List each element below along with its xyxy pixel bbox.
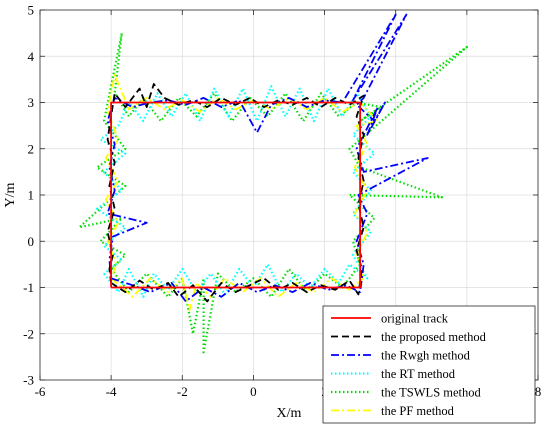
- x-axis-label: X/m: [277, 406, 302, 421]
- y-tick-label: 1: [28, 188, 35, 203]
- legend-label: the RT method: [381, 367, 456, 381]
- y-tick-label: 3: [28, 95, 35, 110]
- x-tick-label: -6: [35, 384, 46, 399]
- series-the-proposed-method: [106, 83, 365, 303]
- legend-box: [322, 305, 536, 424]
- legend-label: the Rwgh method: [381, 349, 471, 363]
- series-original-track: [110, 101, 362, 289]
- y-tick-label: 4: [28, 49, 35, 64]
- y-tick-label: 2: [28, 141, 35, 156]
- legend: original track the proposed method the Rwg…: [322, 305, 536, 424]
- x-tick-label: -2: [177, 384, 188, 399]
- y-tick-label: -1: [23, 280, 34, 295]
- y-tick-label: -2: [23, 326, 34, 341]
- x-tick-label: 8: [535, 384, 542, 399]
- series-the-pf-method: [104, 73, 379, 312]
- x-tick-label: 0: [250, 384, 257, 399]
- y-tick-label: -3: [23, 373, 34, 388]
- legend-label: the proposed method: [381, 330, 487, 344]
- x-tick-label: -4: [106, 384, 117, 399]
- series-layer: [77, 13, 468, 354]
- y-tick-label: 5: [28, 3, 35, 18]
- y-axis-label: Y/m: [3, 182, 18, 207]
- legend-label: the TSWLS method: [381, 386, 482, 400]
- y-tick-label: 0: [28, 234, 35, 249]
- legend-label: the PF method: [381, 404, 455, 418]
- legend-label: original track: [381, 312, 449, 326]
